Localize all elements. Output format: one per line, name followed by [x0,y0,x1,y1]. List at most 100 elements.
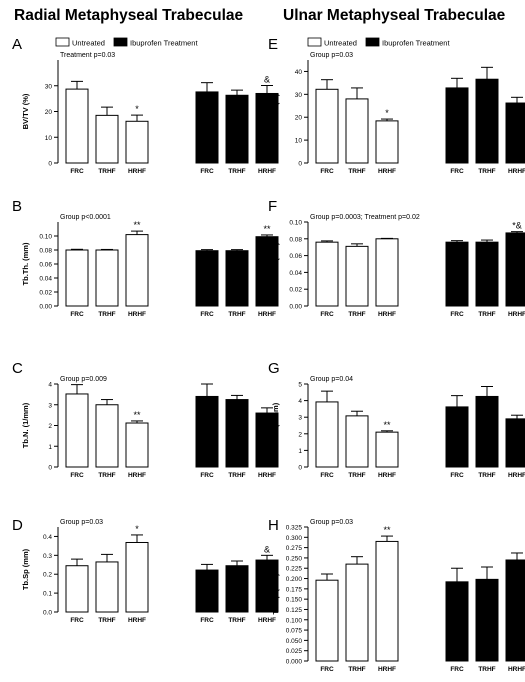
bar-a-frc-untreated [65,88,89,164]
x-tick-label-f: TRHF [478,311,495,318]
y-tick-label-d: 0.0 [43,610,52,617]
y-tick-label-f: 0.10 [289,220,302,227]
x-tick-label-b: HRHF [258,311,276,318]
bar-e-frc-treated [445,87,469,164]
bar-g-trhf-untreated [345,415,369,468]
bar-f-trhf-untreated [345,245,369,307]
x-tick-label-h: FRC [450,666,464,673]
y-tick-label-e: 0 [298,161,302,168]
x-tick-label-d: FRC [200,617,214,624]
radial-column-title: Radial Metaphyseal Trabeculae [14,7,244,24]
panel-letter-g: G [268,360,280,377]
y-tick-label-g: 5 [298,382,302,389]
legend-label-treated-left: Ibuprofen Treatment [130,39,198,48]
x-tick-label-e: TRHF [348,168,365,175]
y-tick-label-g: 3 [298,415,302,422]
x-tick-label-e: HRHF [378,168,396,175]
y-tick-label-e: 20 [295,115,303,122]
y-tick-label-d: 0.1 [43,591,52,598]
panel-letter-a: A [12,36,22,53]
x-tick-label-c: TRHF [228,472,245,479]
y-axis-label-b: Tb.Th. (mm) [21,242,30,285]
y-tick-label-b: 0.06 [39,262,52,269]
y-tick-label-d: 0.2 [43,572,52,579]
bar-b-frc-untreated [65,249,89,307]
y-tick-label-h: 0.250 [286,555,303,562]
significance-mark-a: & [264,74,270,84]
panel-stats-c: Group p=0.009 [60,376,107,383]
y-tick-label-b: 0.10 [39,234,52,241]
x-tick-label-d: FRC [70,617,84,624]
x-tick-label-h: TRHF [478,666,495,673]
bar-d-trhf-untreated [95,561,119,613]
bar-b-trhf-untreated [95,249,119,307]
bar-g-trhf-treated [475,395,499,468]
y-axis-label-d: Tb.Sp (mm) [21,548,30,590]
bar-h-hrhf-untreated [375,540,399,662]
panel-stats-f: Group p=0.0003; Treatment p=0.02 [310,214,420,221]
y-tick-label-f: 0.04 [289,270,302,277]
bar-d-frc-treated [195,569,219,613]
legend-swatch-treated-left [113,37,128,47]
x-tick-label-e: FRC [320,168,334,175]
x-tick-label-c: FRC [200,472,214,479]
x-tick-label-c: HRHF [258,472,276,479]
y-tick-label-c: 1 [48,444,52,451]
x-tick-label-f: HRHF [378,311,396,318]
x-tick-label-g: FRC [320,472,334,479]
y-tick-label-d: 0.3 [43,553,52,560]
y-tick-label-c: 2 [48,423,52,430]
x-tick-label-d: TRHF [98,617,115,624]
y-axis-label-f: Tb.Th. (mm) [271,242,280,285]
x-tick-label-g: TRHF [478,472,495,479]
y-tick-label-h: 0.050 [286,638,303,645]
bar-d-frc-untreated [65,565,89,613]
bar-e-hrhf-untreated [375,120,399,164]
y-tick-label-a: 20 [45,109,53,116]
x-tick-label-h: HRHF [508,666,525,673]
bar-a-frc-treated [195,91,219,164]
x-tick-label-a: TRHF [98,168,115,175]
y-tick-label-a: 0 [48,161,52,168]
y-tick-label-b: 0.04 [39,276,52,283]
y-tick-label-h: 0.175 [286,586,303,593]
y-tick-label-h: 0.275 [286,545,303,552]
panel-stats-e: Group p=0.03 [310,52,353,59]
bar-a-hrhf-untreated [125,120,149,164]
x-tick-label-e: HRHF [508,168,525,175]
bar-h-frc-treated [445,581,469,662]
y-tick-label-a: 30 [45,83,53,90]
bar-a-trhf-untreated [95,114,119,164]
y-tick-label-b: 0.00 [39,304,52,311]
x-tick-label-a: FRC [70,168,84,175]
significance-mark-a: * [135,104,139,114]
bar-f-hrhf-untreated [375,238,399,307]
x-tick-label-f: HRHF [508,311,525,318]
bar-f-trhf-treated [475,241,499,307]
y-tick-label-f: 0.06 [289,253,302,260]
bar-f-frc-untreated [315,241,339,307]
bar-h-trhf-treated [475,578,499,662]
panel-letter-f: F [268,198,277,215]
significance-mark-b: ** [263,224,271,234]
x-tick-label-c: FRC [70,472,84,479]
x-tick-label-e: FRC [450,168,464,175]
significance-mark-d: & [264,544,270,554]
significance-mark-e: * [385,108,389,118]
x-tick-label-a: FRC [200,168,214,175]
x-tick-label-h: TRHF [348,666,365,673]
y-tick-label-f: 0.02 [289,287,302,294]
panel-letter-b: B [12,198,22,215]
panel-stats-d: Group p=0.03 [60,519,103,526]
bar-c-hrhf-untreated [125,422,149,468]
bar-c-trhf-untreated [95,404,119,468]
x-tick-label-f: FRC [320,311,334,318]
x-tick-label-d: TRHF [228,617,245,624]
bar-e-frc-untreated [315,88,339,164]
bar-c-frc-treated [195,395,219,468]
x-tick-label-h: FRC [320,666,334,673]
x-tick-label-g: FRC [450,472,464,479]
y-tick-label-e: 30 [295,92,303,99]
y-tick-label-e: 10 [295,138,303,145]
bar-a-trhf-treated [225,94,249,164]
